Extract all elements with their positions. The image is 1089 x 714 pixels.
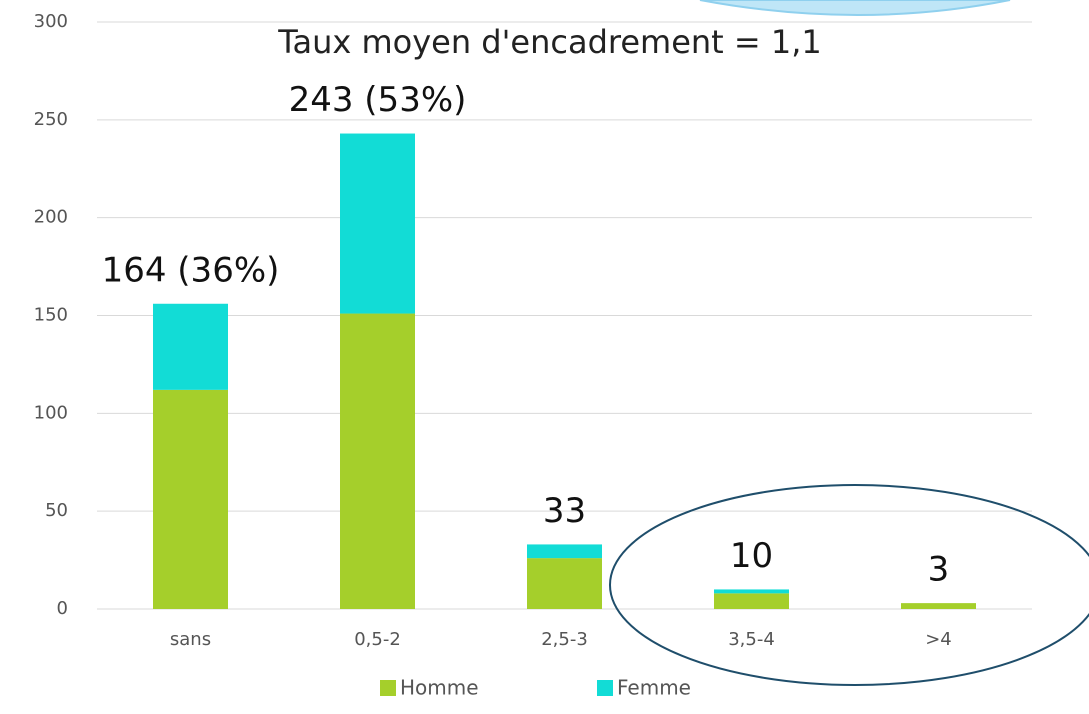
- y-tick-label: 150: [34, 305, 68, 326]
- legend-swatch: [380, 680, 396, 696]
- y-tick-label: 250: [34, 109, 68, 130]
- total-label: 10: [730, 536, 773, 576]
- bar-segment: [340, 133, 415, 314]
- bar-segment: [714, 593, 789, 609]
- y-tick-label: 0: [57, 598, 68, 619]
- bar-segment: [901, 603, 976, 609]
- x-tick-label: sans: [170, 629, 211, 650]
- bar-segment: [340, 313, 415, 609]
- legend-swatch: [597, 680, 613, 696]
- total-label: 164 (36%): [102, 250, 280, 290]
- y-tick-label: 300: [34, 11, 68, 32]
- legend-label: Homme: [400, 676, 479, 700]
- decoration: [699, 0, 1011, 16]
- plot: 0 50 100 150 200 250 300 sans 164 (36%) 0,5-2 243 …: [34, 11, 1032, 700]
- total-label: 33: [543, 491, 586, 531]
- y-tick-label: 200: [34, 207, 68, 228]
- x-tick-label: 3,5-4: [728, 629, 775, 650]
- x-tick-label: 0,5-2: [354, 629, 401, 650]
- legend-label: Femme: [617, 676, 691, 700]
- x-tick-label: >4: [925, 629, 952, 650]
- total-label: 3: [928, 550, 950, 590]
- bar-segment: [153, 389, 228, 609]
- bar-segment: [527, 558, 602, 609]
- y-tick-label: 100: [34, 402, 68, 423]
- bar-segment: [527, 544, 602, 559]
- x-tick-label: 2,5-3: [541, 629, 588, 650]
- chart-title: Taux moyen d'encadrement = 1,1: [277, 23, 822, 61]
- y-tick-label: 50: [45, 500, 68, 521]
- total-label: 243 (53%): [289, 80, 467, 120]
- highlight-ellipse: [609, 484, 1089, 686]
- bar-segment: [714, 589, 789, 594]
- bar-segment: [153, 303, 228, 390]
